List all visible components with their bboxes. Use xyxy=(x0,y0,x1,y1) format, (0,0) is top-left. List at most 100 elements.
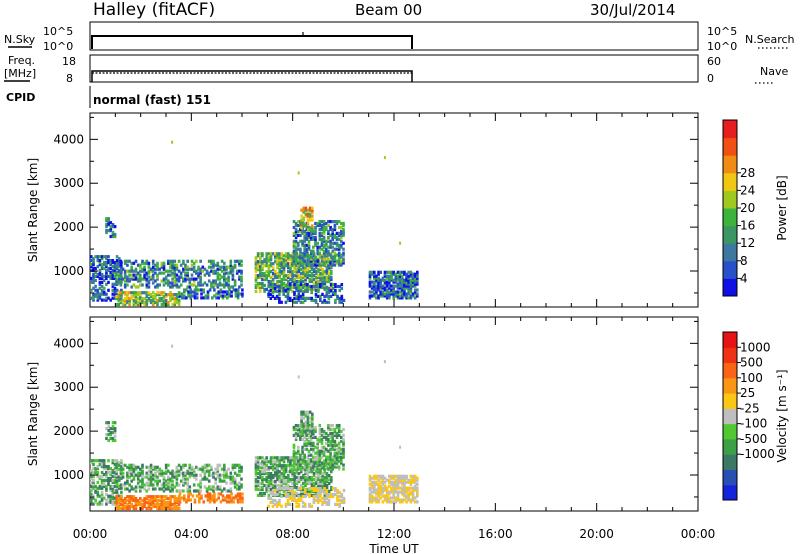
echo-cell xyxy=(175,477,179,481)
echo-cell xyxy=(300,418,303,422)
echo-cell xyxy=(297,243,300,247)
echo-cell xyxy=(291,289,294,293)
echo-cell xyxy=(113,261,117,265)
echo-cell xyxy=(295,479,299,484)
echo-cell xyxy=(337,259,341,263)
echo-cell xyxy=(158,267,161,271)
echo-cell xyxy=(263,491,266,495)
echo-cell xyxy=(340,229,343,233)
echo-cell xyxy=(271,489,275,493)
echo-cell xyxy=(342,233,345,237)
nave-tick-top: 60 xyxy=(707,55,721,68)
echo-cell xyxy=(147,477,151,481)
echo-cell xyxy=(325,247,328,251)
echo-cell xyxy=(240,283,243,287)
echo-cell xyxy=(259,258,262,262)
echo-cell xyxy=(105,255,108,259)
echo-cell xyxy=(128,506,131,511)
echo-cell xyxy=(105,268,108,273)
echo-cell xyxy=(259,285,262,289)
echo-cell xyxy=(126,283,129,287)
echo-cell xyxy=(261,464,264,468)
echo-cell xyxy=(105,296,108,300)
echo-cell xyxy=(370,284,374,288)
echo-cell xyxy=(308,296,311,300)
echo-cell xyxy=(154,297,157,301)
echo-cell xyxy=(121,277,125,281)
echo-cell xyxy=(284,504,288,508)
echo-cell xyxy=(333,257,337,261)
echo-cell xyxy=(294,467,298,471)
echo-cell xyxy=(151,269,155,273)
echo-cell xyxy=(175,473,179,477)
echo-cell xyxy=(286,292,290,296)
echo-cell xyxy=(294,451,298,455)
echo-cell xyxy=(120,266,123,271)
echo-cell xyxy=(407,280,410,284)
echo-cell xyxy=(297,478,301,482)
echo-cell xyxy=(330,478,333,482)
echo-cell xyxy=(90,476,93,481)
echo-cell xyxy=(254,472,258,476)
echo-cell xyxy=(227,283,230,287)
echo-cell xyxy=(219,492,223,496)
colorbar-tick-label: 28 xyxy=(740,166,755,180)
echo-cell xyxy=(171,265,174,269)
echo-cell xyxy=(289,270,292,274)
echo-cell xyxy=(109,486,112,490)
echo-cell xyxy=(335,431,339,436)
echo-cell xyxy=(136,501,140,505)
echo-cell xyxy=(319,487,322,491)
echo-cell xyxy=(327,492,331,497)
echo-cell xyxy=(203,471,207,475)
echo-cell xyxy=(259,491,262,495)
echo-cell xyxy=(218,473,222,477)
echo-cell xyxy=(256,468,260,472)
echo-cell xyxy=(132,495,136,499)
echo-cell xyxy=(141,485,144,489)
echo-cell xyxy=(303,233,306,237)
echo-cell xyxy=(280,289,284,293)
echo-cell xyxy=(321,483,324,488)
echo-cell xyxy=(173,267,177,271)
echo-cell xyxy=(192,267,196,271)
echo-cell xyxy=(413,488,417,492)
echo-cell xyxy=(139,467,142,471)
echo-cell xyxy=(329,465,332,469)
echo-cell xyxy=(218,265,222,269)
echo-cell xyxy=(325,221,328,226)
echo-cell xyxy=(147,501,151,505)
echo-cell xyxy=(314,429,317,434)
echo-cell xyxy=(293,268,296,272)
echo-cell xyxy=(327,478,331,482)
echo-cell xyxy=(107,438,110,443)
echo-cell xyxy=(398,476,402,480)
echo-cell xyxy=(185,296,188,300)
echo-cell xyxy=(145,273,149,277)
echo-cell xyxy=(403,476,406,480)
echo-cell xyxy=(274,456,277,460)
echo-cell xyxy=(385,500,389,504)
echo-cell xyxy=(312,268,316,272)
echo-cell xyxy=(340,435,343,439)
echo-cell xyxy=(239,500,242,504)
echo-cell xyxy=(322,261,326,265)
echo-cell xyxy=(306,472,309,476)
echo-cell xyxy=(115,492,119,496)
echo-cell xyxy=(302,478,305,482)
echo-cell xyxy=(269,487,273,491)
echo-cell xyxy=(280,260,284,264)
echo-cell xyxy=(154,497,157,501)
echo-cell xyxy=(177,473,181,477)
echo-cell xyxy=(291,498,294,502)
echo-cell xyxy=(105,498,108,502)
colorbar-swatch xyxy=(723,393,737,409)
echo-cell xyxy=(186,483,189,487)
echo-cell xyxy=(205,489,209,493)
echo-cell xyxy=(337,465,341,469)
echo-cell xyxy=(340,300,344,304)
echo-cell xyxy=(302,218,305,222)
echo-cell xyxy=(182,489,185,493)
echo-cell xyxy=(375,500,378,504)
echo-cell xyxy=(403,484,406,488)
